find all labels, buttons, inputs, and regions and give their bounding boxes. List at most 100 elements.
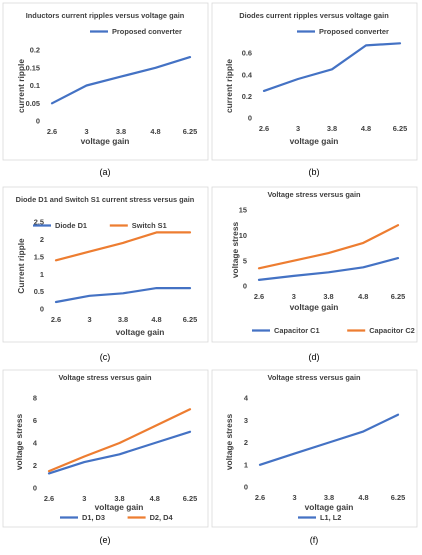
series-line-1 [54, 287, 192, 304]
x-tick-label: 3.8 [323, 292, 333, 301]
y-axis-label: current ripple [16, 59, 26, 113]
y-tick-label: 1.5 [34, 252, 44, 261]
series-line-2 [257, 224, 400, 270]
y-tick-label: 0 [248, 114, 252, 123]
panel-caption: (d) [309, 352, 320, 362]
x-tick-label: 4.8 [151, 315, 161, 324]
panel-caption: (b) [309, 167, 320, 177]
x-tick-label: 6.25 [391, 493, 405, 502]
chart-panel-c: Diode D1 and Switch S1 current stress ve… [2, 186, 209, 362]
x-tick-label: 2.6 [259, 124, 269, 133]
y-tick-label: 0 [40, 305, 44, 314]
chart-panel-b: Diodes current ripples versus voltage ga… [211, 2, 418, 177]
x-tick-label: 4.8 [361, 124, 371, 133]
chart-panel-a: Inductors current ripples versus voltage… [2, 2, 209, 177]
legend-label: Capacitor C1 [274, 326, 320, 335]
y-axis-label: Current ripple [16, 238, 26, 294]
y-tick-label: 0 [33, 484, 37, 493]
x-tick-label: 6.25 [393, 124, 407, 133]
series-line-1 [258, 413, 400, 466]
y-axis-label: voltage stress [224, 413, 234, 470]
y-axis-label: voltage stress [14, 413, 24, 470]
y-axis-label: voltage stress [230, 221, 240, 278]
y-tick-label: 10 [239, 231, 247, 240]
y-tick-label: 2 [244, 438, 248, 447]
y-tick-label: 5 [243, 256, 247, 265]
chart-title: Voltage stress versus gain [267, 190, 361, 199]
y-tick-label: 4 [33, 439, 38, 448]
chart-panel-d: Voltage stress versus gain 0 5 10 15 2.6 3 3.8 4… [211, 186, 418, 362]
legend: Proposed converter [297, 27, 389, 36]
y-tick-label: 0.15 [26, 63, 40, 72]
legend-label: D2, D4 [150, 513, 174, 522]
x-tick-label: 4.8 [150, 127, 160, 136]
x-tick-label: 2.6 [255, 493, 265, 502]
panel-frame [211, 369, 418, 528]
x-tick-label: 3.8 [324, 493, 334, 502]
y-tick-label: 1 [244, 460, 248, 469]
chart-title: Voltage stress versus gain [267, 373, 361, 382]
panel-caption: (f) [310, 535, 319, 545]
x-tick-label: 2.6 [254, 292, 264, 301]
y-tick-label: 1 [40, 270, 44, 279]
legend-label: Capacitor C2 [369, 326, 415, 335]
series-line-1 [47, 430, 192, 475]
series-line-1 [257, 257, 400, 281]
y-tick-label: 6 [33, 416, 37, 425]
x-axis-label: voltage gain [81, 136, 130, 146]
x-tick-label: 4.8 [358, 493, 368, 502]
chart-title: Diode D1 and Switch S1 current stress ve… [16, 195, 195, 204]
panel-frame [2, 186, 209, 343]
x-tick-label: 3 [292, 493, 296, 502]
legend-label: Proposed converter [319, 27, 389, 36]
y-tick-label: 0 [36, 117, 40, 126]
series-line-2 [47, 408, 192, 473]
y-tick-label: 0 [243, 282, 247, 291]
chart-title: Inductors current ripples versus voltage… [26, 11, 185, 20]
x-tick-label: 6.25 [183, 127, 197, 136]
panel-caption: (c) [100, 352, 111, 362]
legend-label: Proposed converter [112, 27, 182, 36]
y-tick-label: 0.1 [30, 81, 40, 90]
panel-caption: (e) [100, 535, 111, 545]
series-line-1 [262, 42, 402, 93]
x-tick-label: 4.8 [150, 494, 160, 503]
panel-frame [211, 2, 418, 161]
x-tick-label: 3 [84, 127, 88, 136]
panel-frame [211, 186, 418, 343]
y-tick-label: 4 [244, 394, 249, 403]
x-tick-label: 2.6 [44, 494, 54, 503]
x-tick-label: 3.8 [118, 315, 128, 324]
legend: Proposed converter [90, 27, 182, 36]
chart-panel-f: Voltage stress versus gain 0 1 2 3 4 2.6 3 3.8 4.… [211, 369, 418, 545]
y-tick-label: 2 [40, 235, 44, 244]
x-tick-label: 3 [82, 494, 86, 503]
series-line-2 [54, 231, 192, 262]
x-tick-label: 2.6 [47, 127, 57, 136]
x-tick-label: 4.8 [358, 292, 368, 301]
x-tick-label: 6.25 [183, 315, 197, 324]
legend-label: D1, D3 [82, 513, 105, 522]
chart-panel-e: Voltage stress versus gain 0 2 4 6 8 2.6 3 3.8 4.… [2, 369, 209, 545]
legend: Diode D1 Switch S1 [33, 221, 167, 230]
y-tick-label: 2 [33, 461, 37, 470]
chart-title: Voltage stress versus gain [58, 373, 152, 382]
y-tick-label: 0 [244, 483, 248, 492]
y-tick-label: 0.05 [26, 99, 40, 108]
y-tick-label: 2.5 [34, 218, 44, 227]
legend-label: Switch S1 [132, 221, 167, 230]
x-axis-label: voltage gain [95, 502, 144, 512]
panel-caption: (a) [100, 167, 111, 177]
y-tick-label: 0.2 [30, 46, 40, 55]
x-tick-label: 3 [292, 292, 296, 301]
chart-title: Diodes current ripples versus voltage ga… [239, 11, 389, 20]
y-tick-label: 0.2 [242, 92, 252, 101]
series-line-1 [50, 55, 192, 105]
x-tick-label: 3.8 [116, 127, 126, 136]
y-tick-label: 0.6 [242, 49, 252, 58]
y-tick-label: 8 [33, 394, 37, 403]
legend-label: Diode D1 [55, 221, 87, 230]
y-tick-label: 15 [239, 206, 247, 215]
